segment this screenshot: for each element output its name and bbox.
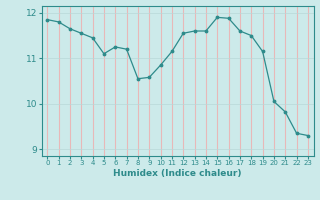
X-axis label: Humidex (Indice chaleur): Humidex (Indice chaleur) bbox=[113, 169, 242, 178]
